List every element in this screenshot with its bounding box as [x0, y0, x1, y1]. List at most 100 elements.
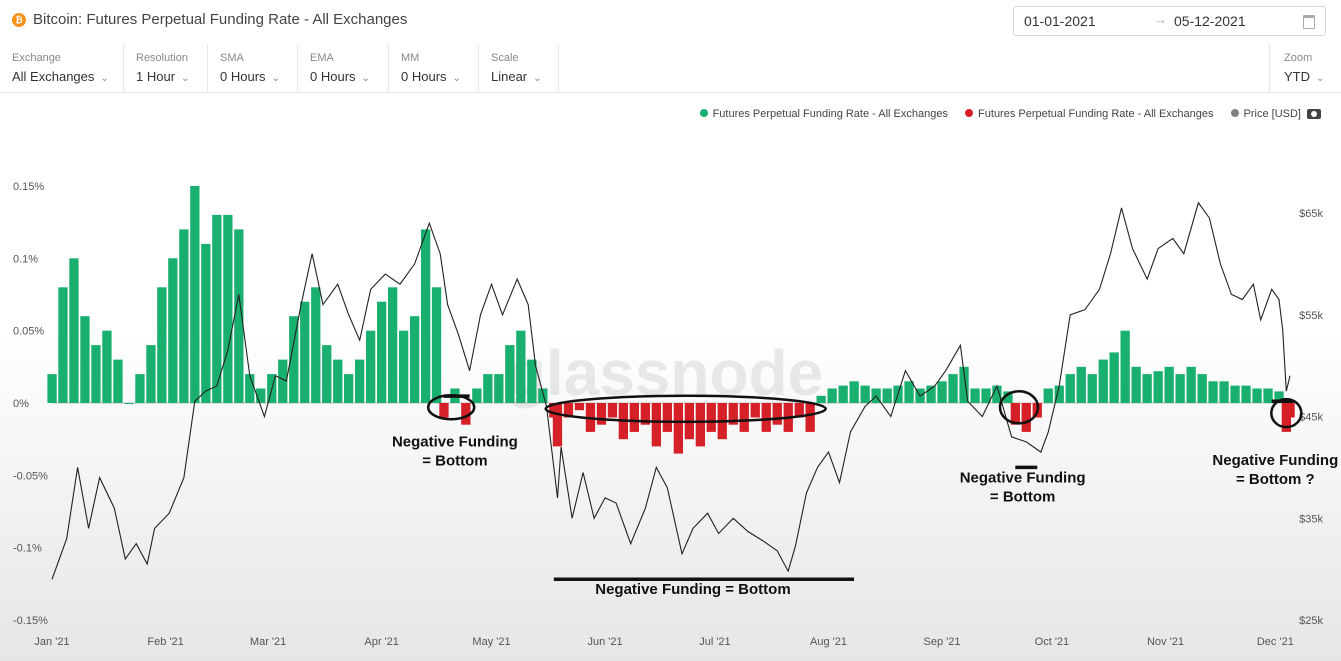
funding-bar-negative — [607, 403, 618, 418]
chevron-down-icon: ⌄ — [1316, 73, 1325, 84]
funding-bar-positive — [849, 381, 859, 403]
date-range-picker[interactable]: 01-01-2021 → 05-12-2021 — [1013, 6, 1326, 36]
funding-bar-positive — [157, 287, 167, 403]
funding-bar-positive — [1043, 388, 1053, 403]
ema-select[interactable]: EMA 0 Hours ⌄ — [298, 44, 389, 92]
funding-bar-positive — [113, 359, 123, 403]
annotation-ellipse — [1270, 397, 1303, 429]
funding-bar-positive — [168, 258, 178, 403]
funding-bar-positive — [289, 316, 299, 403]
funding-bar-positive — [124, 403, 134, 404]
funding-bar-positive — [1197, 374, 1207, 403]
ema-value: 0 Hours — [310, 69, 356, 84]
funding-bar-positive — [472, 388, 482, 403]
funding-bar-positive — [1003, 391, 1013, 403]
funding-bar-positive — [948, 374, 958, 403]
funding-bar-positive — [1164, 366, 1174, 403]
sma-select[interactable]: SMA 0 Hours ⌄ — [208, 44, 298, 92]
legend-dot — [699, 109, 708, 117]
x-tick-label: Jun '21 — [588, 636, 623, 648]
funding-bar-negative — [750, 403, 760, 418]
funding-bar-positive — [1076, 366, 1086, 403]
y-right-tick-label: $55k — [1299, 310, 1323, 322]
bitcoin-icon: ₿ — [12, 13, 26, 27]
funding-bar-positive — [1241, 385, 1251, 403]
exchange-select[interactable]: Exchange All Exchanges ⌄ — [0, 44, 124, 92]
funding-bar-positive — [1208, 381, 1218, 403]
zoom-select[interactable]: Zoom YTD ⌄ — [1269, 44, 1340, 92]
funding-bar-positive — [516, 330, 526, 403]
funding-bar-positive — [322, 345, 332, 403]
chevron-down-icon: ⌄ — [452, 73, 461, 84]
x-tick-label: Mar '21 — [250, 636, 286, 648]
annotation-label: Negative Funding — [960, 470, 1086, 487]
x-tick-label: Aug '21 — [810, 636, 847, 648]
annotation-label: Negative Funding — [392, 433, 518, 450]
mm-select[interactable]: MM 0 Hours ⌄ — [389, 44, 479, 92]
legend-item-price[interactable]: Price [USD] — [1230, 108, 1301, 120]
funding-bar-positive — [483, 374, 493, 403]
annotation-label: = Bottom — [990, 489, 1055, 506]
y-right-tick-label: $25k — [1299, 615, 1323, 627]
funding-bar-positive — [816, 395, 826, 403]
funding-bar-positive — [344, 374, 354, 403]
funding-bar-positive — [311, 287, 321, 403]
x-tick-label: Oct '21 — [1035, 636, 1070, 648]
resolution-select[interactable]: Resolution 1 Hour ⌄ — [124, 44, 208, 92]
funding-bar-positive — [431, 287, 442, 403]
funding-bar-positive — [245, 374, 255, 403]
funding-bar-positive — [234, 229, 244, 403]
annotation-label: = Bottom — [422, 452, 487, 469]
funding-bar-negative — [662, 403, 672, 432]
funding-bar-negative — [673, 403, 683, 454]
funding-bar-positive — [91, 345, 101, 403]
funding-bar-positive — [377, 301, 387, 403]
calendar-icon[interactable] — [1303, 15, 1315, 29]
date-end-field[interactable]: 05-12-2021 — [1174, 13, 1246, 29]
funding-bar-positive — [388, 287, 398, 403]
funding-bar-positive — [1087, 374, 1097, 403]
funding-bar-negative — [805, 403, 815, 432]
funding-bar-positive — [399, 330, 409, 403]
page-title: Bitcoin: Futures Perpetual Funding Rate … — [33, 11, 408, 28]
camera-icon[interactable] — [1307, 109, 1321, 119]
funding-bar-negative — [761, 403, 771, 432]
y-right-tick-label: $65k — [1299, 208, 1323, 220]
legend-dot — [1230, 109, 1239, 117]
chevron-down-icon: ⌄ — [271, 73, 280, 84]
y-left-tick-label: 0.05% — [13, 326, 44, 338]
chevron-down-icon: ⌄ — [361, 73, 370, 84]
funding-bar-negative — [706, 403, 716, 432]
zoom-label: Zoom — [1284, 52, 1313, 64]
funding-bar-positive — [937, 381, 947, 403]
x-tick-label: Jul '21 — [699, 636, 730, 648]
x-tick-label: Nov '21 — [1147, 636, 1184, 648]
funding-bar-negative — [596, 403, 607, 425]
annotation-ellipse — [544, 394, 827, 424]
x-tick-label: Feb '21 — [147, 636, 183, 648]
funding-bar-positive — [58, 287, 68, 403]
funding-bar-positive — [69, 258, 79, 403]
y-left-tick-label: -0.15% — [13, 615, 48, 627]
funding-bar-positive — [904, 381, 914, 403]
exchange-label: Exchange — [12, 52, 61, 64]
x-tick-label: Apr '21 — [364, 636, 399, 648]
y-left-tick-label: 0% — [13, 398, 29, 410]
legend-item-negative-funding[interactable]: Futures Perpetual Funding Rate - All Exc… — [965, 108, 1213, 120]
funding-bar-positive — [1175, 374, 1185, 403]
annotation-label: Negative Funding = Bottom — [595, 581, 790, 598]
funding-bar-negative — [1021, 403, 1031, 432]
resolution-value: 1 Hour — [136, 69, 176, 84]
y-left-tick-label: 0.15% — [13, 181, 44, 193]
date-start-field[interactable]: 01-01-2021 — [1024, 13, 1096, 29]
zoom-value: YTD — [1284, 69, 1310, 84]
scale-select[interactable]: Scale Linear ⌄ — [479, 44, 559, 92]
legend-item-positive-funding[interactable]: Futures Perpetual Funding Rate - All Exc… — [699, 108, 948, 120]
funding-bar-positive — [1230, 385, 1240, 403]
y-right-tick-label: $35k — [1299, 513, 1323, 525]
funding-bar-positive — [959, 366, 969, 403]
y-left-tick-label: -0.05% — [13, 470, 48, 482]
funding-bar-negative — [739, 403, 749, 432]
funding-bar-positive — [970, 388, 980, 403]
